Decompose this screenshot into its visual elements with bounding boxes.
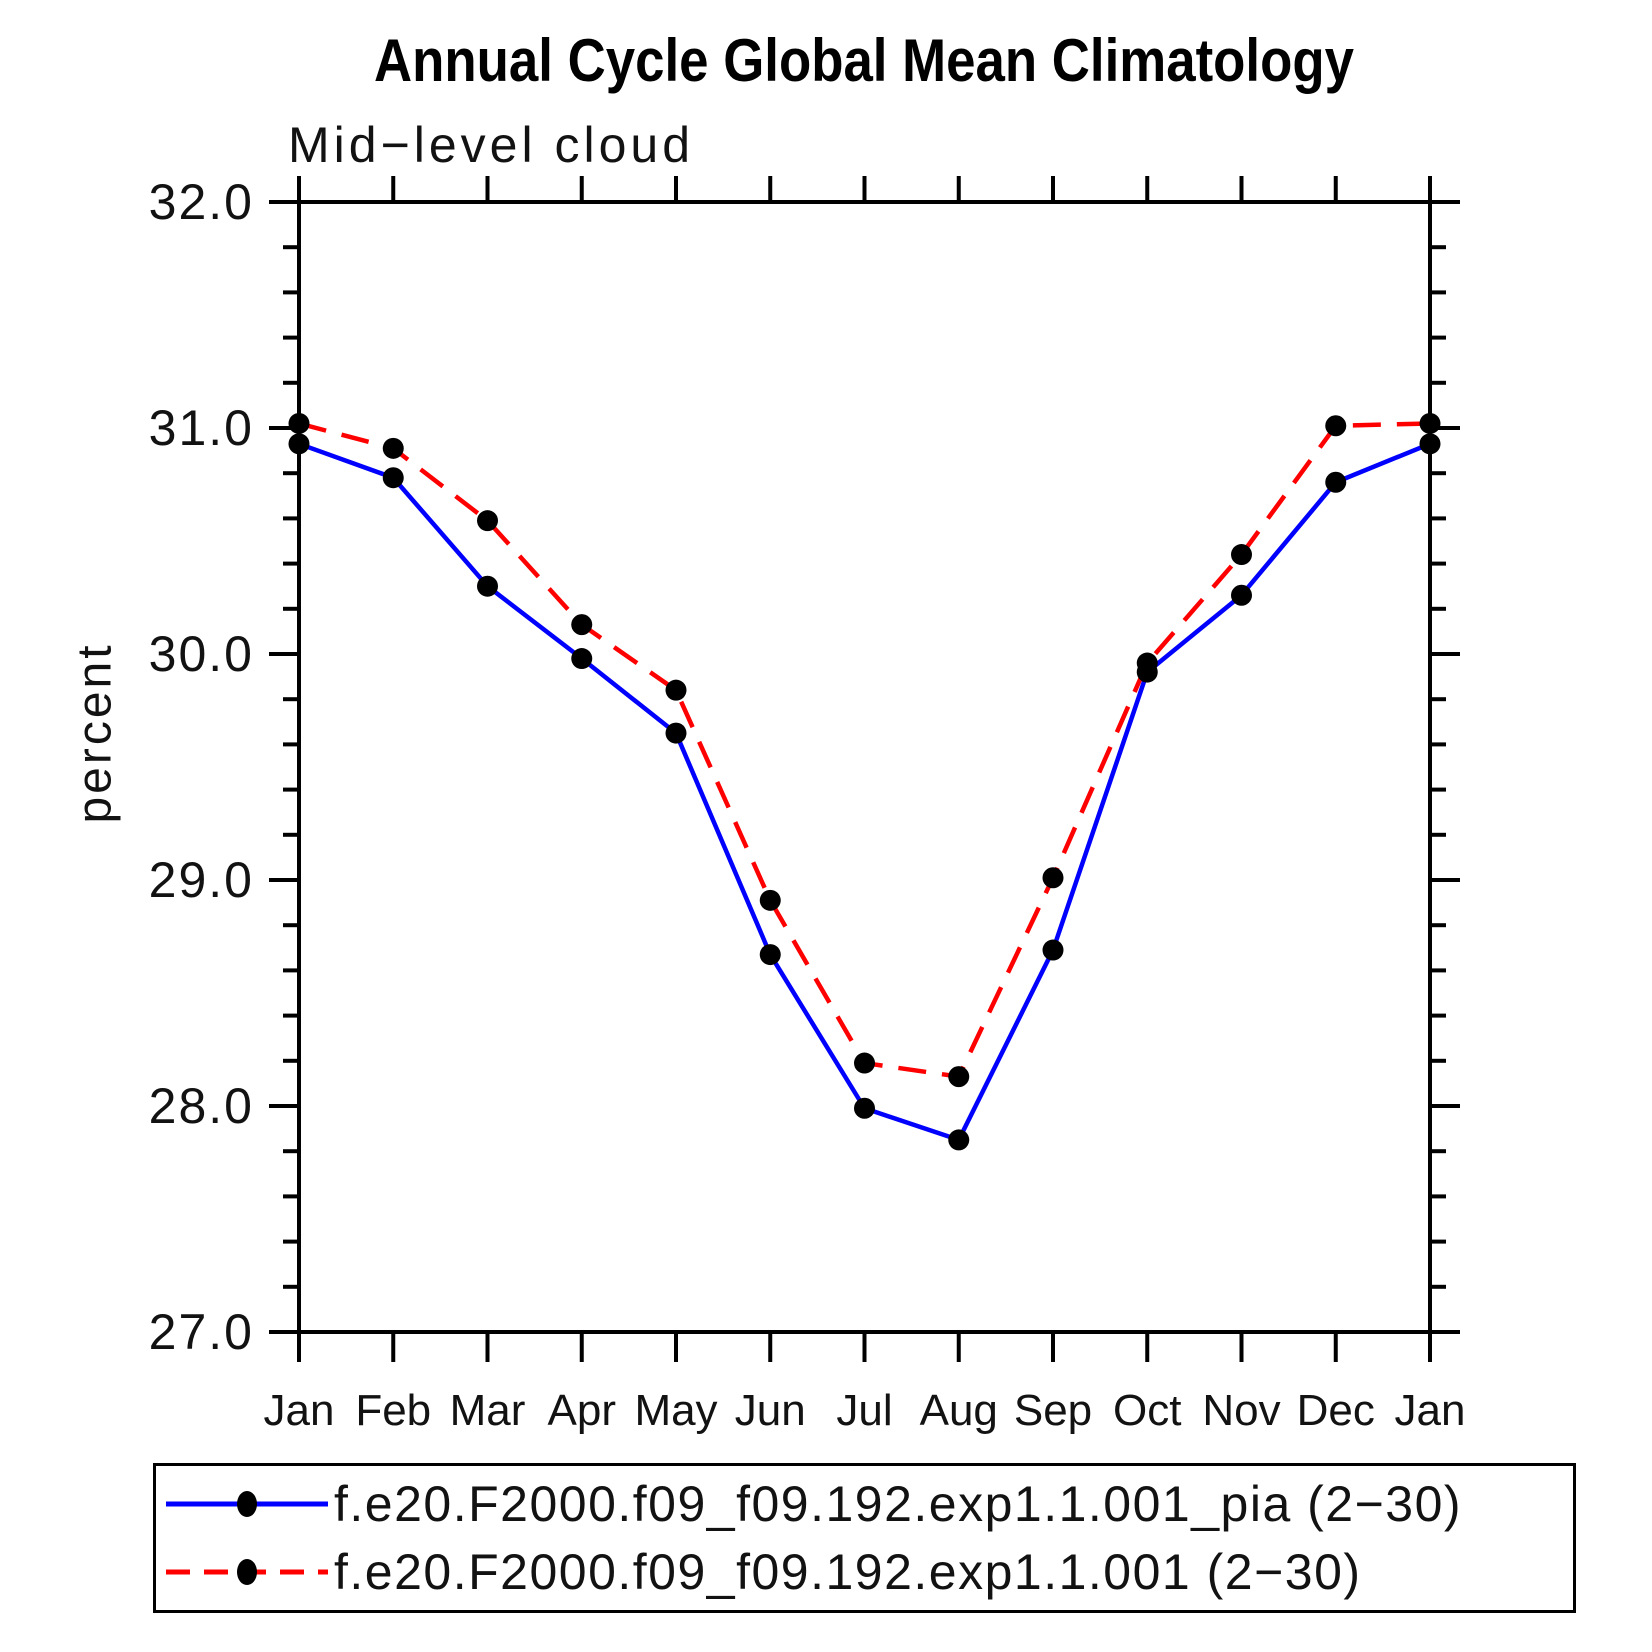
data-point-marker bbox=[1231, 584, 1252, 606]
data-point-marker bbox=[665, 679, 687, 701]
x-tick-label: Feb bbox=[355, 1386, 431, 1435]
y-tick-label: 28.0 bbox=[149, 1078, 254, 1134]
chart-subtitle: Mid−level cloud bbox=[288, 117, 695, 173]
legend-marker-solid-line-icon bbox=[166, 1491, 328, 1517]
data-point-marker bbox=[1042, 939, 1064, 961]
x-tick-label: Jul bbox=[836, 1386, 892, 1435]
x-tick-label: Sep bbox=[1014, 1386, 1092, 1435]
data-point-marker bbox=[382, 467, 404, 489]
data-point-marker bbox=[1231, 544, 1252, 566]
data-point-marker bbox=[1042, 867, 1064, 889]
data-point-marker bbox=[1325, 471, 1347, 493]
data-point-marker bbox=[288, 433, 310, 455]
data-point-marker bbox=[948, 1066, 970, 1088]
legend-marker-dashed-line-icon bbox=[166, 1559, 328, 1585]
data-point-marker bbox=[1136, 652, 1158, 674]
x-axis-ticks: Jan Feb Mar Apr May Jun Jul Aug Sep Oct Nov Dec Jan bbox=[264, 176, 1466, 1435]
y-tick-label: 31.0 bbox=[149, 400, 254, 456]
legend-label-pia: f.e20.F2000.f09_f09.192.exp1.1.001_pia (… bbox=[334, 1476, 1463, 1532]
series-line-1 bbox=[298, 421, 1431, 1079]
data-point-marker bbox=[665, 722, 687, 744]
legend-entry-pia: f.e20.F2000.f09_f09.192.exp1.1.001_pia (… bbox=[162, 1472, 1573, 1536]
y-axis-minor-ticks bbox=[283, 245, 1446, 1289]
data-point-marker bbox=[571, 648, 593, 670]
x-tick-label: Jan bbox=[264, 1386, 335, 1435]
chart-title: Annual Cycle Global Mean Climatology bbox=[374, 27, 1354, 94]
y-tick-label: 27.0 bbox=[149, 1304, 254, 1360]
series-markers-1 bbox=[288, 412, 1441, 1088]
data-point-marker bbox=[571, 614, 593, 636]
x-tick-label: Nov bbox=[1202, 1386, 1280, 1435]
data-point-marker bbox=[477, 575, 498, 597]
data-point-marker bbox=[1419, 433, 1441, 455]
x-tick-label: Apr bbox=[548, 1386, 616, 1435]
x-tick-label: Jun bbox=[735, 1386, 806, 1435]
x-tick-label: Dec bbox=[1297, 1386, 1375, 1435]
legend-box: f.e20.F2000.f09_f09.192.exp1.1.001_pia (… bbox=[153, 1463, 1576, 1613]
data-point-marker bbox=[854, 1097, 875, 1119]
legend-entry-base: f.e20.F2000.f09_f09.192.exp1.1.001 (2−30… bbox=[162, 1540, 1573, 1604]
y-tick-label: 30.0 bbox=[149, 626, 254, 682]
data-point-marker bbox=[1419, 412, 1441, 434]
axis-frame bbox=[297, 200, 1432, 1334]
data-point-marker bbox=[759, 944, 781, 966]
y-tick-label: 32.0 bbox=[149, 174, 254, 230]
data-point-marker bbox=[288, 412, 310, 434]
x-tick-label: Mar bbox=[450, 1386, 526, 1435]
x-tick-label: Oct bbox=[1113, 1386, 1181, 1435]
data-point-marker bbox=[382, 437, 404, 459]
data-point-marker bbox=[759, 889, 781, 911]
legend-label-base: f.e20.F2000.f09_f09.192.exp1.1.001 (2−30… bbox=[334, 1544, 1362, 1600]
series-line-0 bbox=[298, 441, 1431, 1143]
x-tick-label: May bbox=[634, 1386, 717, 1435]
y-axis-major-ticks: 32.0 31.0 30.0 29.0 28.0 27.0 bbox=[149, 174, 1460, 1360]
x-tick-label: Aug bbox=[920, 1386, 998, 1435]
series-markers-0 bbox=[288, 433, 1441, 1151]
data-point-marker bbox=[477, 510, 498, 532]
x-tick-label: Jan bbox=[1395, 1386, 1466, 1435]
data-point-marker bbox=[1325, 415, 1347, 437]
data-point-marker bbox=[948, 1129, 970, 1151]
data-point-marker bbox=[854, 1052, 875, 1074]
y-tick-label: 29.0 bbox=[149, 852, 254, 908]
